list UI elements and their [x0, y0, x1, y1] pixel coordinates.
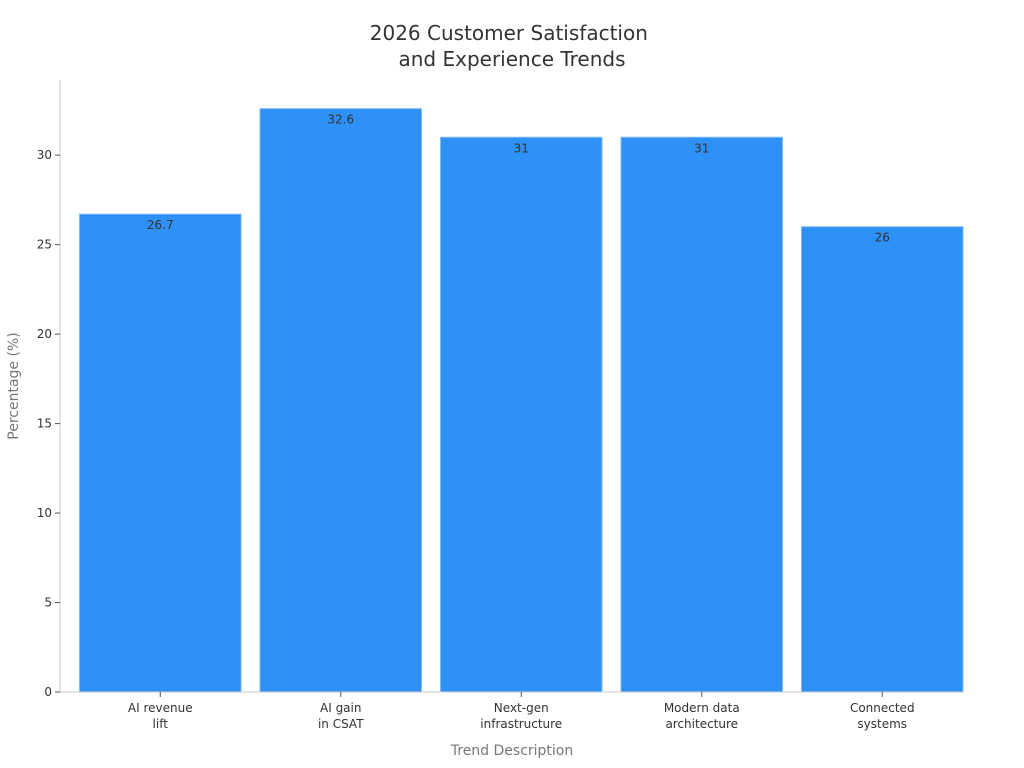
chart-title-line-2: and Experience Trends — [398, 47, 625, 71]
x-tick-label-1-line-1: AI revenue — [128, 701, 193, 715]
y-tick-label-10: 10 — [37, 506, 52, 520]
bar-3 — [440, 136, 603, 693]
y-tick-label-5: 5 — [44, 596, 52, 610]
data-label-5: 26 — [875, 231, 890, 245]
bar-4 — [620, 136, 783, 693]
bar-2 — [259, 108, 422, 693]
y-axis-title: Percentage (%) — [6, 332, 22, 439]
x-tick-label-3: Next-gen infrastructure — [480, 701, 562, 731]
x-tick-label-3-line-1: Next-gen — [494, 701, 549, 715]
y-tick-label-15: 15 — [37, 417, 52, 431]
x-tick-label-1: AI revenue lift — [128, 701, 193, 731]
x-tick-label-4-line-1: Modern data — [664, 701, 740, 715]
x-tick-label-1-line-2: lift — [153, 717, 169, 731]
y-tick-label-25: 25 — [37, 238, 52, 252]
data-label-2: 32.6 — [327, 113, 354, 127]
data-label-1: 26.7 — [147, 218, 174, 232]
chart-title-line-1: 2026 Customer Satisfaction — [370, 21, 648, 45]
x-tick-label-4: Modern data architecture — [664, 701, 740, 731]
bar-5 — [801, 226, 964, 693]
x-tick-label-2-line-1: AI gain — [320, 701, 361, 715]
data-labels-group: 26.7 32.6 31 31 26 — [147, 113, 890, 245]
y-ticks-group: 0 5 10 15 20 25 30 — [37, 148, 60, 699]
bars-group — [79, 108, 964, 693]
x-axis-title: Trend Description — [450, 743, 574, 759]
y-tick-label-20: 20 — [37, 327, 52, 341]
y-tick-label-0: 0 — [44, 685, 52, 699]
x-tick-label-5-line-1: Connected — [850, 701, 915, 715]
x-tick-label-3-line-2: infrastructure — [480, 717, 562, 731]
bar-1 — [79, 213, 242, 693]
x-tick-label-2-line-2: in CSAT — [318, 717, 364, 731]
x-tick-label-5-line-2: systems — [857, 717, 907, 731]
x-tick-label-5: Connected systems — [850, 701, 915, 731]
data-label-4: 31 — [694, 141, 709, 155]
chart-title: 2026 Customer Satisfaction and Experienc… — [370, 21, 655, 71]
y-tick-label-30: 30 — [37, 148, 52, 162]
x-ticks-group: AI revenue lift AI gain in CSAT Next-gen infr… — [128, 692, 915, 731]
x-tick-label-2: AI gain in CSAT — [318, 701, 364, 731]
data-label-3: 31 — [514, 141, 529, 155]
x-tick-label-4-line-2: architecture — [665, 717, 738, 731]
